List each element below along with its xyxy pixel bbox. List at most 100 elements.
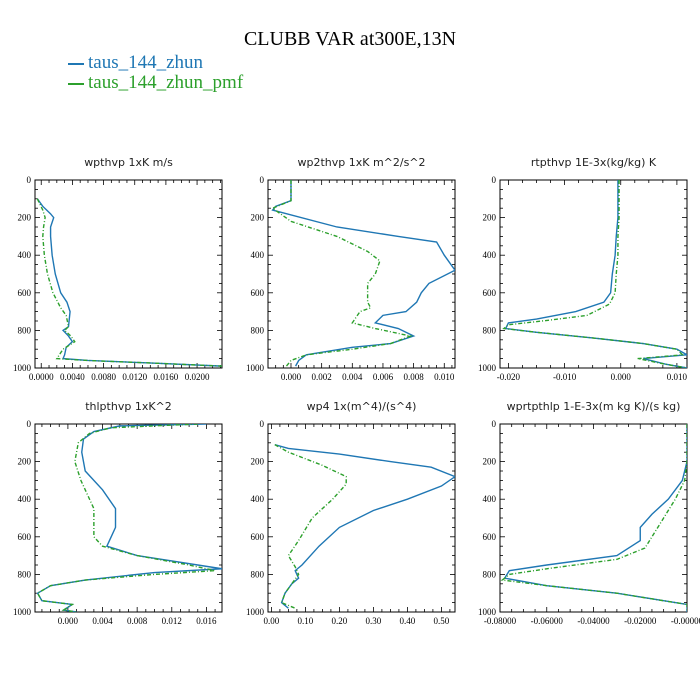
x-tick-label: 0.016 [196, 616, 217, 626]
y-tick-label: 400 [483, 494, 497, 504]
y-tick-label: 1000 [478, 607, 497, 617]
y-tick-label: 200 [483, 457, 497, 467]
plot-frame [267, 179, 456, 369]
panel-title: wp2thvp 1xK m^2/s^2 [297, 156, 425, 169]
x-tick-label: 0.006 [373, 372, 394, 382]
y-tick-label: 600 [18, 532, 32, 542]
y-tick-label: 400 [18, 250, 32, 260]
y-tick-label: 200 [483, 213, 497, 223]
y-tick-label: 800 [251, 569, 265, 579]
panel-title: wprtpthlp 1-E-3x(m kg K)/(s kg) [507, 400, 681, 413]
panel-title: wp4 1x(m^4)/(s^4) [307, 400, 417, 413]
y-tick-label: 400 [251, 494, 265, 504]
x-tick-label: 0.000 [611, 372, 632, 382]
x-tick-label: 0.002 [312, 372, 332, 382]
y-tick-label: 0 [27, 175, 32, 185]
series-line-zhun-pmf [271, 180, 414, 367]
y-tick-label: 800 [483, 569, 497, 579]
y-tick-label: 1000 [478, 363, 497, 373]
y-tick-label: 1000 [246, 607, 265, 617]
series-line-zhun-pmf [502, 180, 687, 368]
x-tick-label: 0.40 [400, 616, 416, 626]
x-tick-label: 0.004 [342, 372, 363, 382]
y-tick-label: 1000 [246, 363, 265, 373]
y-tick-label: 600 [483, 288, 497, 298]
series-line-zhun [503, 424, 687, 612]
series-line-zhun-pmf [36, 424, 216, 612]
y-tick-label: 0 [492, 175, 497, 185]
x-tick-label: 0.0200 [185, 372, 210, 382]
panel-title: thlpthvp 1xK^2 [85, 400, 172, 413]
series-line-zhun [274, 444, 455, 609]
legend-label-zhun-pmf: taus_144_zhun_pmf [88, 72, 244, 93]
x-tick-label: 0.0120 [122, 372, 147, 382]
x-tick-label: 0.000 [58, 616, 79, 626]
y-tick-label: 200 [18, 213, 32, 223]
x-tick-label: 0.008 [403, 372, 424, 382]
x-tick-label: 0.0040 [60, 372, 85, 382]
legend-entry-zhun: taus_144_zhun [68, 52, 203, 74]
x-tick-label: -0.06000 [531, 616, 564, 626]
y-tick-label: 200 [251, 213, 265, 223]
y-tick-label: 800 [18, 569, 32, 579]
y-tick-label: 400 [18, 494, 32, 504]
y-tick-label: 1000 [13, 607, 32, 617]
x-tick-label: 0.0000 [29, 372, 54, 382]
series-line-zhun [36, 424, 222, 612]
x-tick-label: 0.00 [264, 616, 280, 626]
y-tick-label: 200 [18, 457, 32, 467]
plot-frame [267, 423, 456, 613]
y-tick-label: 800 [483, 325, 497, 335]
x-tick-label: 0.008 [127, 616, 148, 626]
legend-swatch-zhun-pmf [68, 82, 84, 85]
plot-frame [34, 179, 223, 369]
y-tick-label: 600 [251, 532, 265, 542]
legend-label-zhun: taus_144_zhun [88, 52, 204, 73]
x-tick-label: -0.00000 [671, 616, 700, 626]
panel-6: wprtpthlp 1-E-3x(m kg K)/(s kg) 0 200 400 60… [478, 400, 700, 626]
panel-4: thlpthvp 1xK^2 0 200 400 600 800 1000 0.000 0.00… [13, 400, 223, 626]
series-line-zhun [36, 198, 222, 367]
x-tick-label: -0.02000 [624, 616, 657, 626]
y-tick-label: 600 [483, 532, 497, 542]
panel-title: wpthvp 1xK m/s [84, 156, 173, 169]
y-tick-label: 600 [251, 288, 265, 298]
figure-title: CLUBB VAR at300E,13N [243, 28, 457, 50]
legend-swatch-zhun [68, 62, 84, 65]
x-tick-label: 0.50 [434, 616, 450, 626]
y-tick-label: 0 [492, 419, 497, 429]
series-line-zhun [504, 180, 687, 368]
y-tick-label: 600 [18, 288, 32, 298]
y-tick-label: 1000 [13, 363, 32, 373]
plot-frame [499, 179, 688, 369]
y-tick-label: 800 [251, 325, 265, 335]
panel-title: rtpthvp 1E-3x(kg/kg) K [531, 156, 657, 169]
x-tick-label: 0.30 [366, 616, 382, 626]
series-line-zhun-pmf [36, 198, 222, 367]
series-line-zhun-pmf [274, 444, 347, 609]
x-tick-label: 0.20 [332, 616, 348, 626]
y-tick-label: 0 [260, 419, 265, 429]
x-tick-label: 0.010 [667, 372, 688, 382]
y-tick-label: 800 [18, 325, 32, 335]
series-line-zhun [271, 180, 455, 367]
x-tick-label: 0.000 [281, 372, 302, 382]
x-tick-label: 0.0160 [154, 372, 179, 382]
x-tick-label: 0.10 [298, 616, 314, 626]
x-tick-label: -0.08000 [484, 616, 517, 626]
x-tick-label: 0.004 [92, 616, 113, 626]
panel-3: rtpthvp 1E-3x(kg/kg) K02004006008001000-… [478, 156, 688, 382]
x-tick-label: 0.0080 [91, 372, 116, 382]
series-line-zhun-pmf [500, 424, 687, 612]
x-tick-label: 0.010 [434, 372, 455, 382]
y-tick-label: 200 [251, 457, 265, 467]
panel-2: wp2thvp 1xK m^2/s^2 0 200 400 600 800 1000 0.00… [246, 156, 456, 382]
x-tick-label: 0.012 [162, 616, 182, 626]
x-tick-label: -0.020 [497, 372, 521, 382]
legend-entry-zhun-pmf: taus_144_zhun_pmf [68, 72, 243, 94]
x-tick-label: -0.04000 [577, 616, 610, 626]
y-tick-label: 400 [251, 250, 265, 260]
